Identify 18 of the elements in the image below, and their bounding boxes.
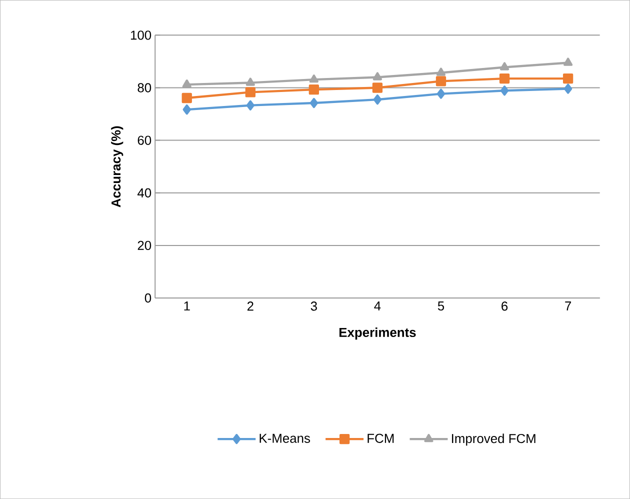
x-tick-label: 4 [374, 302, 381, 310]
y-tick-label: 40 [137, 188, 152, 198]
legend-label: FCM [368, 434, 394, 443]
x-tick-label: 2 [247, 301, 254, 311]
legend-label: Improved FCM [452, 434, 536, 446]
y-tick-label: 60 [138, 136, 152, 145]
legend-label: K-Means [260, 434, 310, 443]
x-tick-label: 6 [502, 301, 508, 311]
x-tick-label: 3 [310, 301, 317, 311]
y-tick-label: 80 [138, 83, 152, 92]
y-axis-title: Accuracy (%) [111, 126, 124, 208]
x-tick-label: 5 [438, 302, 444, 311]
y-tick-label: 0 [144, 293, 152, 303]
y-tick-label: 100 [130, 30, 152, 40]
x-axis-title: Experiments [339, 327, 416, 340]
y-tick-label: 20 [138, 240, 152, 250]
x-tick-label: 7 [565, 302, 571, 310]
x-tick-label: 1 [184, 302, 190, 310]
